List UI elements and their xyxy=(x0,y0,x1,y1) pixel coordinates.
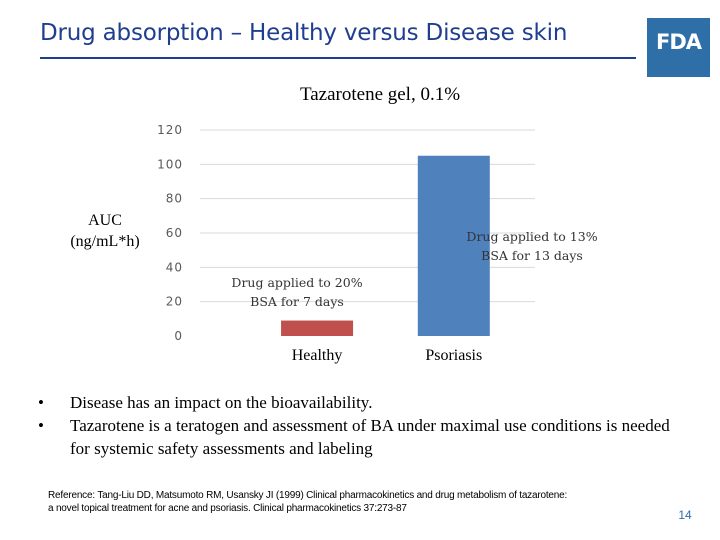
category-label-psoriasis: Psoriasis xyxy=(425,347,482,364)
y-tick-label: 40 xyxy=(166,260,183,274)
reference-citation: Reference: Tang-Liu DD, Matsumoto RM, Us… xyxy=(48,489,668,515)
bullet-marker: • xyxy=(38,416,44,435)
fda-logo: FDA xyxy=(647,18,710,77)
fda-logo-text: FDA xyxy=(655,30,702,54)
annotation-psoriasis-line-2: BSA for 13 days xyxy=(481,248,583,263)
bullet-item: • Tazarotene is a teratogen and assessme… xyxy=(38,414,678,460)
page-number: 14 xyxy=(678,508,692,522)
chart-title: Tazarotene gel, 0.1% xyxy=(299,84,461,105)
annotation-psoriasis: Drug applied to 13% BSA for 13 days xyxy=(457,227,607,265)
bar-psoriasis xyxy=(417,155,490,336)
bullet-marker: • xyxy=(38,393,44,412)
slide-title: Drug absorption – Healthy versus Disease… xyxy=(40,20,568,46)
bullet-item: • Disease has an impact on the bioavaila… xyxy=(38,391,678,414)
y-tick-label: 20 xyxy=(166,295,183,309)
annotation-healthy: Drug applied to 20% BSA for 7 days xyxy=(222,273,372,311)
y-axis-label-line-1: AUC xyxy=(88,212,122,229)
bullet-list: • Disease has an impact on the bioavaila… xyxy=(38,391,678,460)
reference-line-1: Reference: Tang-Liu DD, Matsumoto RM, Us… xyxy=(48,490,568,501)
bullet-text: Tazarotene is a teratogen and assessment… xyxy=(70,416,670,458)
annotation-psoriasis-line-1: Drug applied to 13% xyxy=(466,229,598,244)
reference-line-2: a novel topical treatment for acne and p… xyxy=(48,503,407,514)
bar-chart: 0 20 40 60 80 100 120 Healthy Psoriasis xyxy=(157,123,535,364)
y-axis-label-line-2: (ng/mL*h) xyxy=(70,233,140,250)
y-tick-label: 100 xyxy=(157,157,183,171)
category-label-healthy: Healthy xyxy=(292,347,343,364)
y-tick-label: 60 xyxy=(166,226,183,240)
y-tick-label: 120 xyxy=(157,123,183,137)
bar-healthy xyxy=(281,320,354,336)
annotation-healthy-line-2: BSA for 7 days xyxy=(250,294,344,309)
y-axis-label: AUC (ng/mL*h) xyxy=(60,210,150,252)
y-tick-label: 80 xyxy=(166,192,183,206)
bullet-text: Disease has an impact on the bioavailabi… xyxy=(70,393,373,412)
annotation-healthy-line-1: Drug applied to 20% xyxy=(231,275,363,290)
y-tick-label: 0 xyxy=(174,329,183,343)
title-underline xyxy=(40,57,636,59)
